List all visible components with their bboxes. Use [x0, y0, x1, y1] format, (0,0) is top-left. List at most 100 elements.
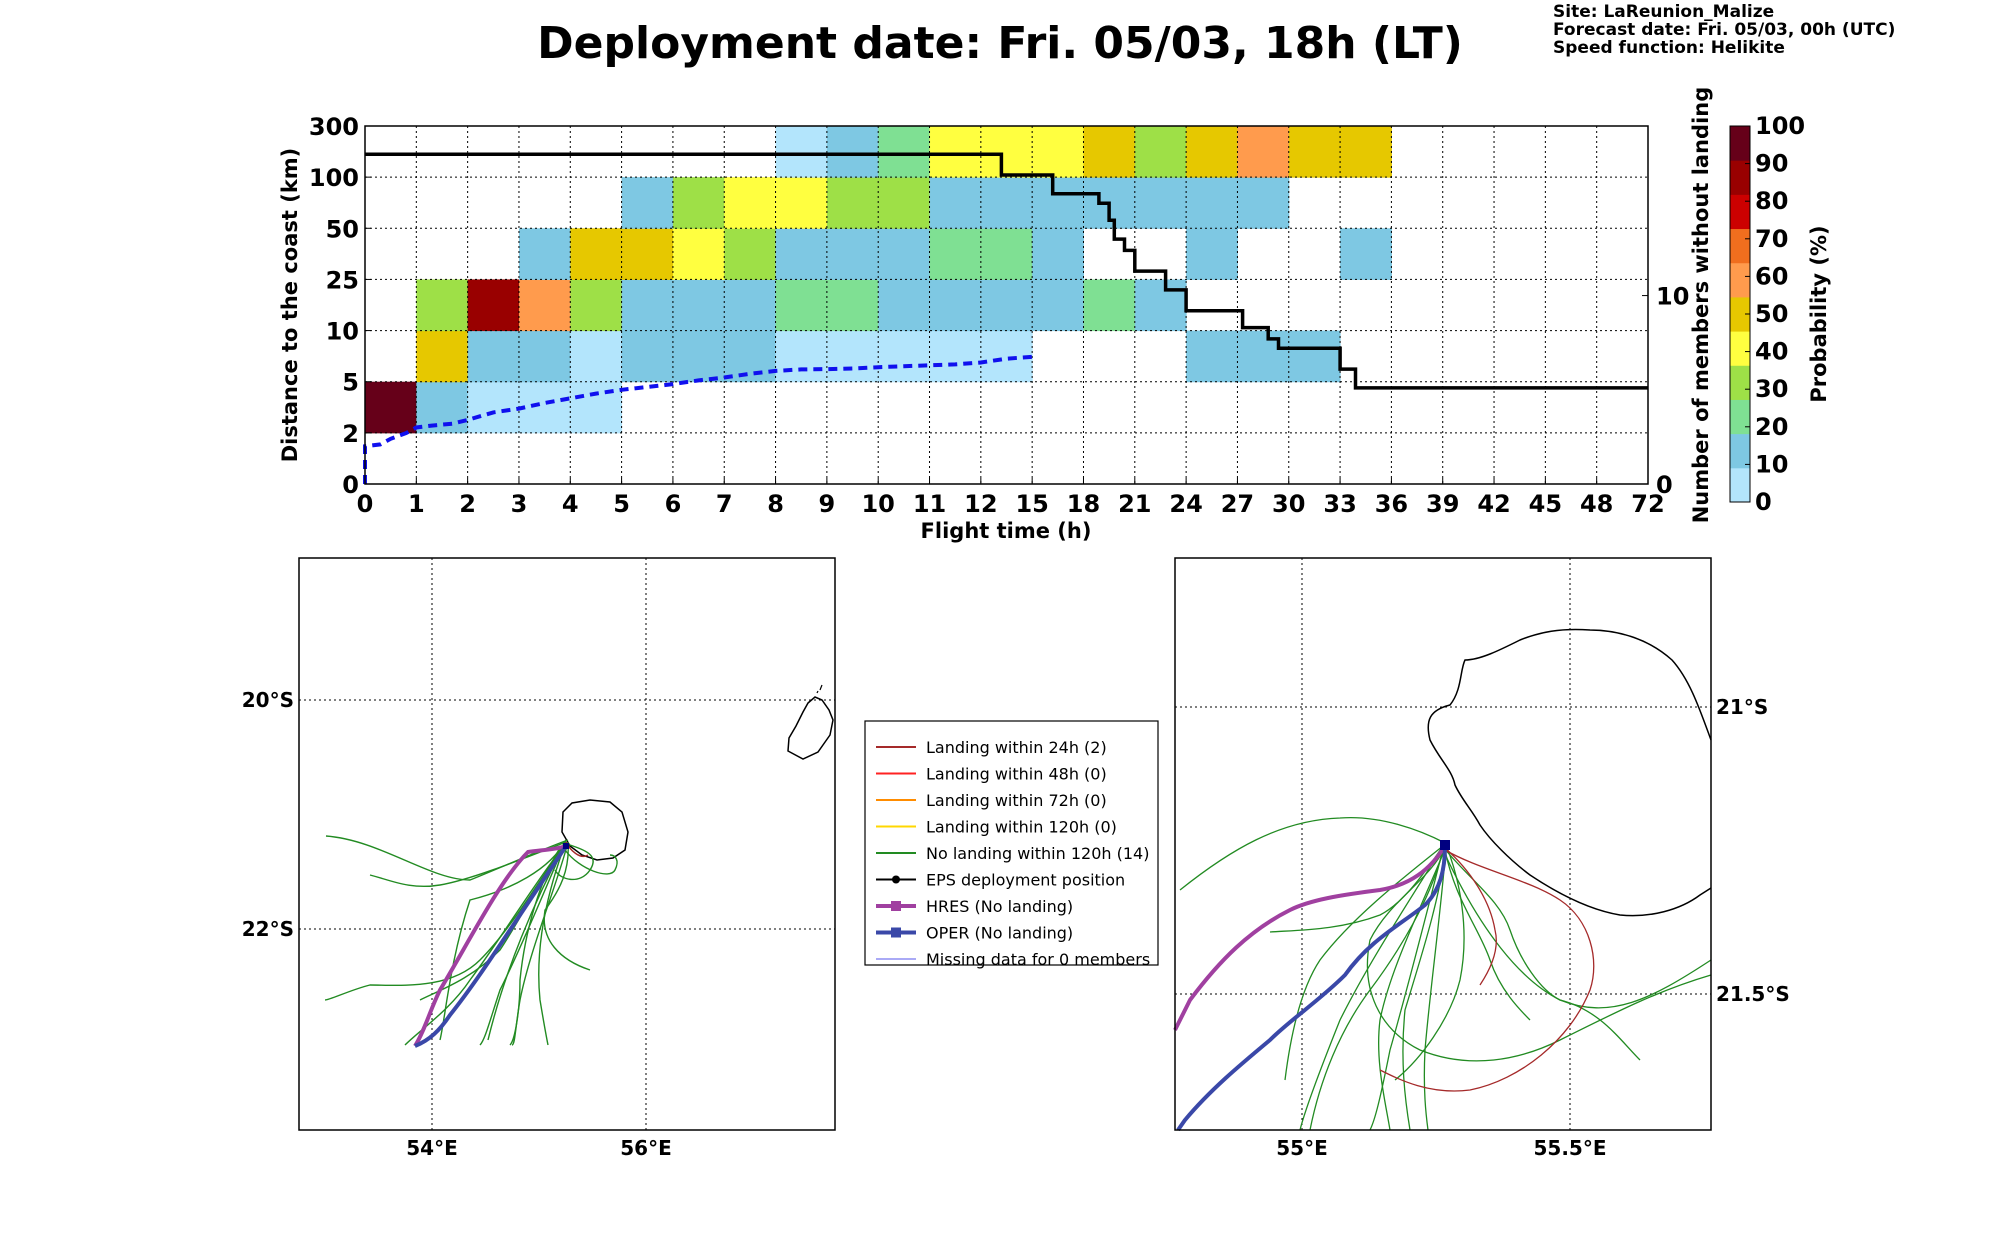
y2-tick-label: 10 — [1656, 283, 1689, 311]
legend-label: Landing within 72h (0) — [926, 791, 1107, 810]
heatmap-cell — [826, 177, 879, 229]
heatmap-cell — [467, 330, 520, 383]
colorbar-label: Probability (%) — [1807, 225, 1831, 402]
x-tick-label: 8 — [767, 490, 784, 518]
x-tick-label: 30 — [1272, 490, 1305, 518]
map2-lat-tick-21-5s: 21.5°S — [1716, 982, 1790, 1006]
heatmap-frame — [364, 125, 1649, 485]
colorbar-tick-label: 60 — [1755, 262, 1788, 290]
map1-lon-tick-54e: 54°E — [406, 1136, 458, 1160]
heatmap-cell — [1032, 177, 1084, 229]
y-tick-label: 300 — [309, 113, 359, 141]
colorbar-tick-label: 20 — [1755, 413, 1788, 441]
x-tick-label: 36 — [1375, 490, 1408, 518]
heatmap-cell — [724, 279, 777, 332]
heatmap-cell — [878, 330, 931, 383]
y-tick-label: 100 — [309, 164, 359, 192]
figure-title: Deployment date: Fri. 05/03, 18h (LT) — [537, 18, 1463, 69]
heatmap-cell — [929, 330, 982, 383]
x-tick-label: 21 — [1118, 490, 1151, 518]
heatmap-cell — [570, 330, 623, 383]
heatmap-cell — [1237, 330, 1290, 383]
probability-colorbar: 0 10 20 30 40 50 60 70 80 90 100 Probability (%) — [1729, 112, 1831, 516]
heatmap-cell — [672, 330, 725, 383]
heatmap-cell — [826, 279, 879, 332]
x-tick-label: 7 — [716, 490, 733, 518]
heatmap-cell — [826, 330, 879, 383]
heatmap-grid — [365, 126, 1648, 484]
map1-hres-trajectory — [413, 844, 567, 1048]
colorbar-tick-label: 10 — [1755, 450, 1788, 478]
heatmap-cell — [878, 279, 931, 332]
x-tick-label: 45 — [1529, 490, 1562, 518]
heatmap-cell — [929, 126, 982, 178]
heatmap-cell — [775, 330, 828, 383]
colorbar-tick-label: 80 — [1755, 187, 1788, 215]
heatmap-cell — [1288, 330, 1341, 383]
speed-function-label: Speed function: Helikite — [1553, 38, 1785, 58]
y-tick-label: 2 — [342, 420, 359, 448]
legend-entries: Landing within 24h (2) Landing within 48h… — [876, 738, 1150, 969]
local-trajectory-map: 55°E 55.5°E 21°S 21.5°S — [1173, 557, 1790, 1160]
y-tick-label: 50 — [326, 215, 359, 243]
heatmap-cell — [929, 228, 982, 280]
legend-entry: No landing within 120h (14) — [876, 844, 1149, 863]
heatmap-cell — [1083, 279, 1136, 332]
colorbar-tick-label: 40 — [1755, 338, 1788, 366]
x-tick-label: 48 — [1580, 490, 1613, 518]
forecast-date-label: Forecast date: Fri. 05/03, 00h (UTC) — [1553, 20, 1895, 40]
members-without-landing-line — [365, 152, 1648, 390]
colorbar-blocks — [1730, 126, 1750, 503]
colorbar-block — [1730, 467, 1750, 503]
legend-entry: Landing within 72h (0) — [876, 791, 1107, 810]
heatmap-cell — [980, 177, 1033, 229]
legend-marker — [891, 901, 901, 911]
colorbar-block — [1730, 262, 1750, 298]
heatmap-cell — [775, 228, 828, 280]
heatmap-cell — [1237, 177, 1290, 229]
heatmap-cell — [724, 177, 777, 229]
heatmap-cell — [775, 177, 828, 229]
colorbar-block — [1730, 365, 1750, 400]
heatmap-cell — [672, 228, 725, 280]
heatmap-cell — [826, 126, 879, 178]
map2-lon-tick-55e: 55°E — [1276, 1136, 1328, 1160]
probability-heatmap: 0 1 2 3 4 5 6 7 8 9 10 11 12 15 18 21 24 27 30 33 36 39 42 45 48… — [278, 87, 1713, 543]
y-tick-label: 10 — [326, 318, 359, 346]
colorbar-block — [1730, 160, 1750, 195]
legend-label: Missing data for 0 members — [926, 950, 1150, 969]
heatmap-cell — [1340, 126, 1392, 178]
legend-label: EPS deployment position — [926, 871, 1125, 890]
heatmap-cell — [672, 177, 725, 229]
heatmap-cell — [1032, 126, 1084, 178]
reunion-coastline — [561, 799, 629, 861]
map1-frame — [298, 557, 836, 1131]
heatmap-cell — [1083, 126, 1136, 178]
site-label: Site: LaReunion_Malize — [1553, 2, 1774, 22]
heatmap-cell — [621, 228, 674, 280]
heatmap-cell — [570, 228, 623, 280]
x-tick-label: 12 — [964, 490, 997, 518]
mauritius-coastline — [787, 696, 834, 760]
heatmap-cell — [878, 177, 931, 229]
x-tick-label: 27 — [1221, 490, 1254, 518]
heatmap-cell — [416, 330, 469, 383]
colorbar-tick-label: 50 — [1755, 300, 1788, 328]
map2-hres-trajectory — [1173, 844, 1447, 1031]
heatmap-cell — [1134, 126, 1187, 178]
x-tick-label: 11 — [913, 490, 946, 518]
map2-deployment-marker — [1440, 840, 1450, 850]
y2-axis-label: Number of members without landing — [1689, 87, 1713, 524]
legend-marker — [892, 875, 900, 884]
heatmap-cell — [365, 381, 417, 434]
y-tick-label: 0 — [342, 471, 359, 499]
heatmap-cell — [1186, 177, 1238, 229]
heatmap-cell — [416, 381, 469, 434]
colorbar-tick-label: 30 — [1755, 375, 1788, 403]
heatmap-cell — [570, 381, 623, 434]
map1-member-trajectories — [324, 835, 618, 1046]
map1-lat-tick-20s: 20°S — [242, 688, 294, 712]
trajectory-legend: Landing within 24h (2) Landing within 48h… — [864, 720, 1159, 969]
map2-member-trajectories — [1179, 816, 1712, 1131]
colorbar-block — [1730, 433, 1750, 469]
